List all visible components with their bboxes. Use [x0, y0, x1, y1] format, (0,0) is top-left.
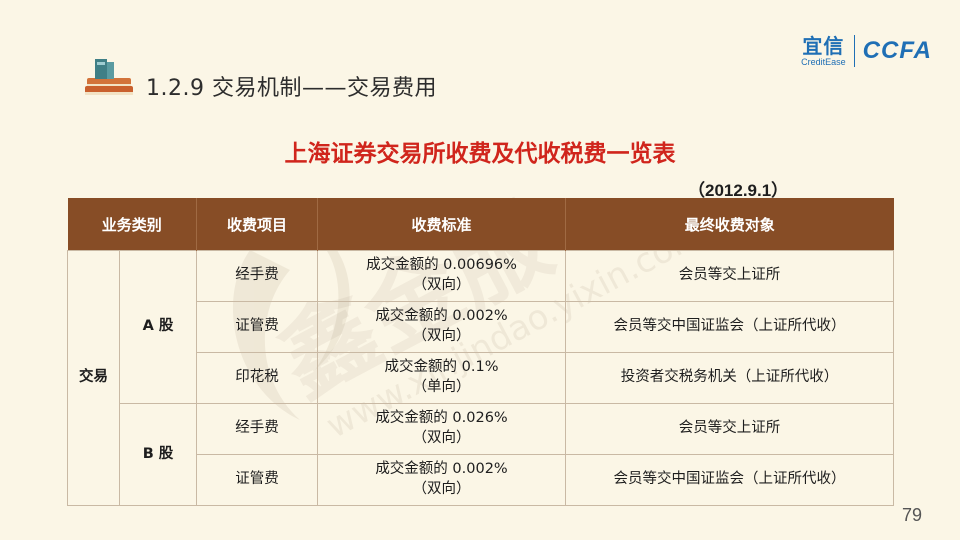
standard-cell: 成交金额的 0.00696% （双向）	[317, 250, 567, 302]
creditease-logo-en: CreditEase	[801, 56, 846, 67]
standard-cell: 成交金额的 0.026% （双向）	[317, 403, 567, 455]
direction-text: （双向）	[412, 277, 471, 293]
standard-cell: 成交金额的 0.1% （单向）	[317, 352, 567, 404]
page-number: 79	[901, 505, 922, 525]
item-cell: 经手费	[196, 403, 319, 455]
standard-cell: 成交金额的 0.002% （双向）	[317, 301, 567, 353]
fee-table: 业务类别 收费项目 收费标准 最终收费对象 交易 A 股 经手费 成交金额的 0…	[67, 198, 895, 506]
standard-text: 成交金额的 0.002%	[375, 461, 508, 478]
ccfa-logo: CCFA	[862, 37, 932, 64]
standard-text: 成交金额的 0.1%	[384, 359, 499, 376]
section-title: 1.2.9 交易机制——交易费用	[146, 76, 437, 101]
creditease-logo-cn: 宜信	[802, 33, 845, 58]
column-header-payer: 最终收费对象	[565, 198, 894, 251]
column-header-item: 收费项目	[196, 198, 319, 251]
payer-cell: 会员等交中国证监会（上证所代收）	[565, 301, 895, 353]
standard-text: 成交金额的 0.002%	[375, 308, 508, 325]
direction-text: （单向）	[412, 379, 471, 395]
payer-cell: 会员等交中国证监会（上证所代收）	[565, 454, 895, 506]
payer-cell: 投资者交税务机关（上证所代收）	[565, 352, 895, 404]
standard-text: 成交金额的 0.00696%	[366, 257, 517, 274]
column-header-category: 业务类别	[67, 198, 198, 251]
item-cell: 证管费	[196, 454, 319, 506]
direction-text: （双向）	[412, 430, 471, 446]
payer-cell: 会员等交上证所	[565, 250, 895, 302]
books-icon	[85, 59, 133, 95]
item-cell: 证管费	[196, 301, 319, 353]
table-row: 交易 A 股 经手费 成交金额的 0.00696% （双向） 会员等交上证所	[67, 250, 895, 506]
logo-area: 宜信 CreditEase CCFA	[801, 32, 932, 70]
group-cell-a-share: A 股	[118, 250, 198, 404]
table-title: 上海证券交易所收费及代收税费一览表	[284, 141, 676, 167]
category-cell: 交易	[67, 250, 120, 506]
table-row: 证管费 成交金额的 0.002% （双向） 会员等交中国证监会（上证所代收）	[68, 454, 895, 506]
table-row: 印花税 成交金额的 0.1% （单向） 投资者交税务机关（上证所代收）	[68, 352, 895, 404]
item-cell: 经手费	[196, 250, 319, 302]
date-label: （2012.9.1）	[688, 181, 789, 200]
direction-text: （双向）	[412, 328, 471, 344]
table-row: B 股 经手费 成交金额的 0.026% （双向） 会员等交上证所	[68, 403, 895, 506]
group-cell-b-share: B 股	[118, 403, 198, 506]
standard-cell: 成交金额的 0.002% （双向）	[317, 454, 567, 506]
column-header-standard: 收费标准	[317, 198, 567, 251]
logo-divider	[853, 35, 855, 67]
item-cell: 印花税	[196, 352, 319, 404]
table-row: 证管费 成交金额的 0.002% （双向） 会员等交中国证监会（上证所代收）	[68, 301, 895, 353]
payer-cell: 会员等交上证所	[565, 403, 895, 455]
standard-text: 成交金额的 0.026%	[375, 410, 508, 427]
table-header-row: 业务类别 收费项目 收费标准 最终收费对象	[67, 198, 894, 251]
direction-text: （双向）	[412, 481, 471, 497]
creditease-logo: 宜信 CreditEase	[801, 36, 846, 67]
